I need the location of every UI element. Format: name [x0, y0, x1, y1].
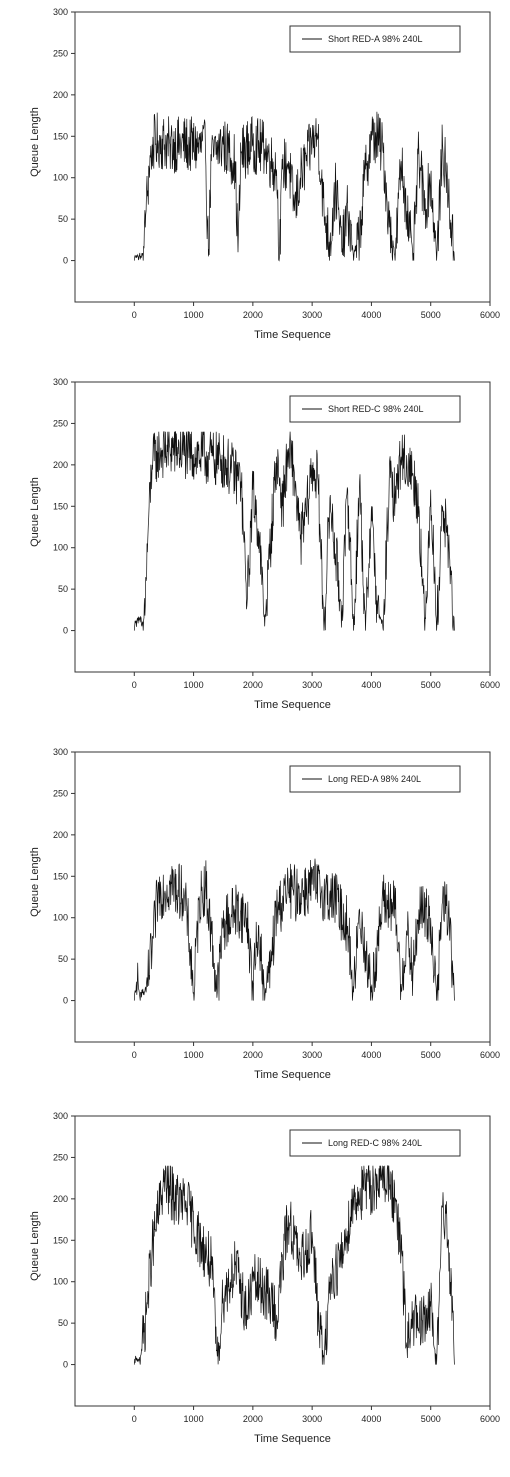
- y-tick-label: 150: [53, 1235, 68, 1245]
- y-axis-title: Queue Length: [29, 847, 41, 917]
- queue-chart-3: 0 50 100 150 200 250 300 0 1000 2000 3000 4000 5000 6…: [0, 740, 510, 1108]
- x-tick-label: 1000: [184, 1050, 204, 1060]
- x-tick-label: 5000: [421, 310, 441, 320]
- x-tick-label: 1000: [184, 1414, 204, 1424]
- y-axis-title: Queue Length: [29, 477, 41, 547]
- x-tick-label: 4000: [361, 1414, 381, 1424]
- y-tick-label: 0: [63, 256, 68, 266]
- x-tick-label: 0: [132, 1414, 137, 1424]
- y-tick-label: 200: [53, 460, 68, 470]
- y-tick-label: 150: [53, 871, 68, 881]
- y-tick-label: 300: [53, 1111, 68, 1121]
- x-tick-label: 3000: [302, 680, 322, 690]
- x-tick-label: 2000: [243, 310, 263, 320]
- queue-chart-2: 0 50 100 150 200 250 300 0 1000 2000 3000 4000 5000 6…: [0, 370, 510, 738]
- x-tick-label: 4000: [361, 310, 381, 320]
- x-tick-label: 6000: [480, 680, 500, 690]
- x-tick-label: 1000: [184, 680, 204, 690]
- x-tick-label: 1000: [184, 310, 204, 320]
- x-tick-label: 5000: [421, 1414, 441, 1424]
- x-tick-label: 5000: [421, 680, 441, 690]
- x-tick-label: 0: [132, 310, 137, 320]
- series-line: [133, 111, 455, 262]
- legend-label: Short RED-C 98% 240L: [328, 404, 424, 414]
- legend-label: Short RED-A 98% 240L: [328, 34, 423, 44]
- y-tick-label: 300: [53, 7, 68, 17]
- y-tick-label: 250: [53, 418, 68, 428]
- queue-chart-4: 0 50 100 150 200 250 300 0 1000 2000 3000 4000 5000 6…: [0, 1104, 510, 1472]
- x-axis-title: Time Sequence: [254, 699, 331, 711]
- series-line: [133, 431, 455, 631]
- y-tick-label: 100: [53, 543, 68, 553]
- y-tick-label: 100: [53, 1277, 68, 1287]
- series-line: [133, 1165, 455, 1365]
- y-tick-label: 200: [53, 1194, 68, 1204]
- y-tick-label: 50: [58, 1318, 68, 1328]
- x-tick-label: 0: [132, 680, 137, 690]
- x-tick-label: 6000: [480, 1050, 500, 1060]
- x-tick-label: 6000: [480, 1414, 500, 1424]
- x-axis-title: Time Sequence: [254, 1069, 331, 1081]
- y-tick-label: 150: [53, 501, 68, 511]
- legend-label: Long RED-C 98% 240L: [328, 1138, 422, 1148]
- y-tick-label: 50: [58, 214, 68, 224]
- series-line: [133, 858, 455, 1001]
- x-tick-label: 4000: [361, 680, 381, 690]
- y-tick-label: 0: [63, 1360, 68, 1370]
- y-tick-label: 100: [53, 173, 68, 183]
- y-tick-label: 50: [58, 584, 68, 594]
- y-tick-label: 100: [53, 913, 68, 923]
- queue-chart-1: 0 50 100 150 200 250 300 0 1000 2000 3000 4000 5000 6…: [0, 0, 510, 368]
- plot-frame: [74, 1115, 491, 1407]
- x-tick-label: 5000: [421, 1050, 441, 1060]
- x-axis-title: Time Sequence: [254, 329, 331, 341]
- x-tick-label: 3000: [302, 1050, 322, 1060]
- y-tick-label: 250: [53, 48, 68, 58]
- x-tick-label: 0: [132, 1050, 137, 1060]
- y-tick-label: 300: [53, 377, 68, 387]
- x-tick-label: 3000: [302, 310, 322, 320]
- x-tick-label: 2000: [243, 1414, 263, 1424]
- plot-frame: [74, 11, 491, 303]
- x-tick-label: 2000: [243, 680, 263, 690]
- y-tick-label: 200: [53, 90, 68, 100]
- y-axis-title: Queue Length: [29, 1211, 41, 1281]
- y-tick-label: 250: [53, 1152, 68, 1162]
- plot-frame: [74, 751, 491, 1043]
- y-tick-label: 300: [53, 747, 68, 757]
- x-tick-label: 4000: [361, 1050, 381, 1060]
- x-tick-label: 3000: [302, 1414, 322, 1424]
- y-tick-label: 0: [63, 996, 68, 1006]
- x-tick-label: 2000: [243, 1050, 263, 1060]
- y-tick-label: 150: [53, 131, 68, 141]
- y-axis-title: Queue Length: [29, 107, 41, 177]
- y-tick-label: 250: [53, 788, 68, 798]
- plot-frame: [74, 381, 491, 673]
- x-axis-title: Time Sequence: [254, 1433, 331, 1445]
- y-tick-label: 200: [53, 830, 68, 840]
- legend-label: Long RED-A 98% 240L: [328, 774, 421, 784]
- y-tick-label: 0: [63, 626, 68, 636]
- x-tick-label: 6000: [480, 310, 500, 320]
- y-tick-label: 50: [58, 954, 68, 964]
